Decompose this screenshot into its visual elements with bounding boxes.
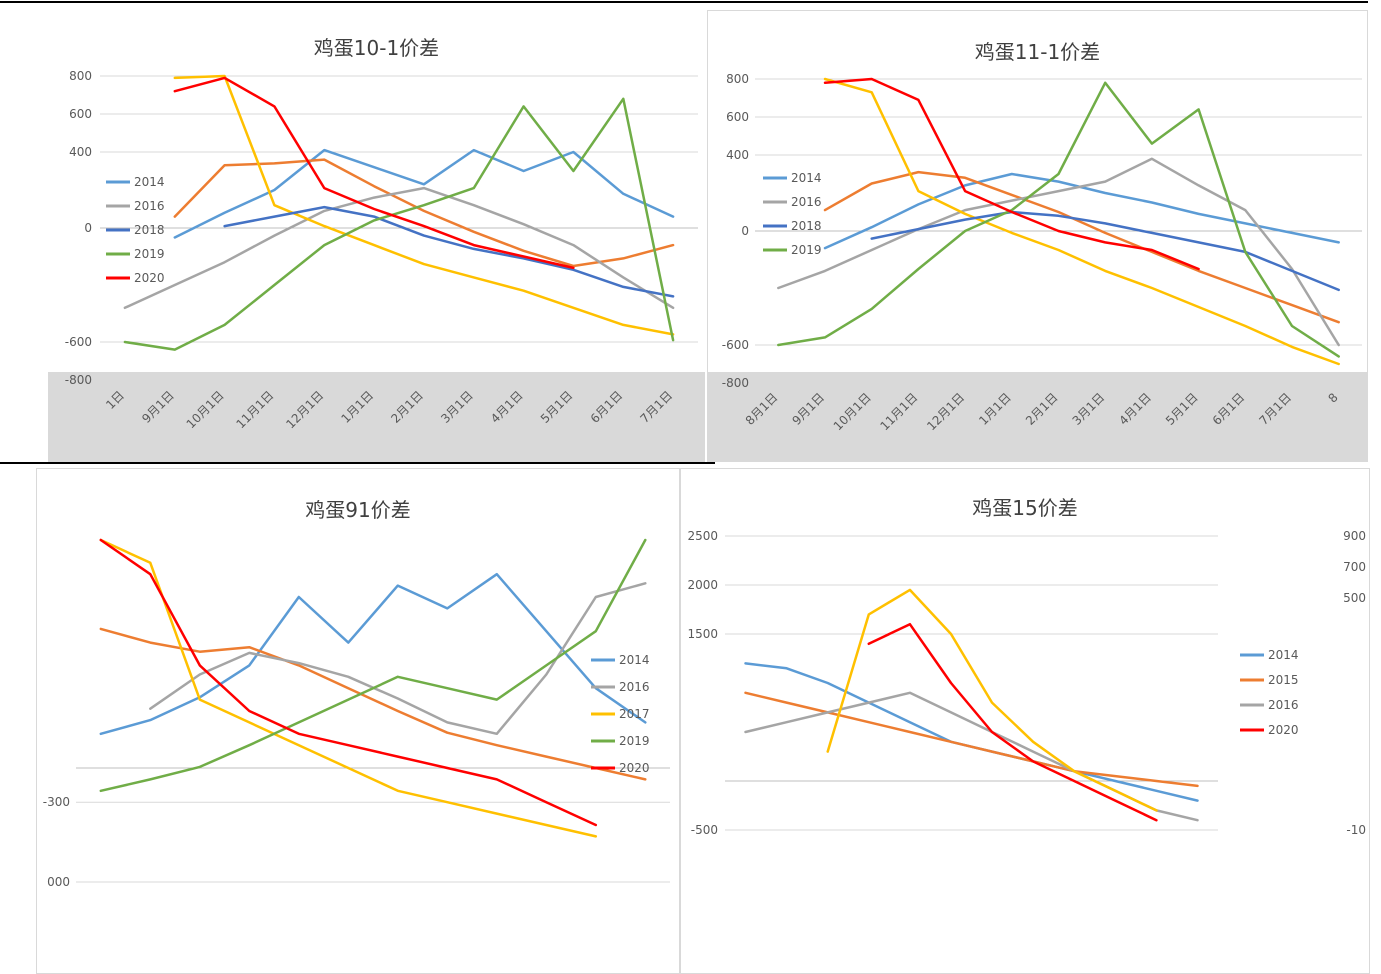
legend-label: 2014 [134, 175, 165, 189]
series-line-unlabeled-1 [823, 170, 1340, 324]
legend-label: 2019 [791, 243, 822, 257]
chart-egg-1-5-svg: 2500 2000 1500 -500 900 700 500 -10 2014 2015 2016… [680, 468, 1370, 974]
series-line-2014 [744, 662, 1199, 802]
y-tick-label: 2000 [687, 578, 718, 592]
y-tick-label: 400 [726, 148, 749, 162]
legend-item-2020: 2020 [1240, 723, 1299, 737]
chart-panel-egg-10-1: 800 600 400 0 -600 -800 1日 9月1日 10月1日 11月1日 12月1日 1… [48, 10, 705, 462]
legend-item-2016: 2016 [1240, 698, 1299, 712]
y-tick-label: 2500 [687, 529, 718, 543]
chart-border [680, 468, 1370, 974]
legend-label: 2016 [619, 680, 650, 694]
legend-item-2018: 2018 [106, 223, 165, 237]
legend-label: 2014 [791, 171, 822, 185]
top-rule [0, 1, 1368, 3]
chart-panel-egg-11-1: 800 600 400 0 -600 -800 8月1日 9月1日 10月1日 11月1日 12月1… [707, 10, 1368, 462]
legend-item-2014: 2014 [106, 175, 165, 189]
legend-item-2020: 2020 [591, 761, 650, 775]
legend-item-2020: 2020 [106, 271, 165, 285]
legend-item-2019: 2019 [591, 734, 650, 748]
legend-label: 2017 [619, 707, 650, 721]
y-tick-label: 600 [726, 110, 749, 124]
y-tick-label: -300 [43, 795, 70, 809]
series-line-2017 [99, 538, 598, 838]
y-tick-label: -600 [722, 338, 749, 352]
series-line-2019 [99, 538, 647, 793]
series-line-2014 [99, 572, 647, 736]
chart-egg-9-1-title: 鸡蛋91价差 [305, 498, 411, 522]
legend-label: 2016 [134, 199, 165, 213]
series-line-unlabeled-6 [823, 77, 1200, 271]
series-line-2016 [777, 157, 1340, 347]
legend-item-2019: 2019 [106, 247, 165, 261]
legend-item-2019: 2019 [763, 243, 822, 257]
y2-tick-label: 500 [1343, 591, 1366, 605]
y-tick-label: -800 [722, 376, 749, 390]
series-line-2019 [123, 97, 675, 351]
series-line-2020 [99, 538, 598, 827]
legend-item-2017: 2017 [591, 707, 650, 721]
series-line-unlabeled-3 [823, 77, 1340, 366]
legend-item-2018: 2018 [763, 219, 822, 233]
legend-item-2016: 2016 [763, 195, 822, 209]
chart-panel-egg-1-5: 2500 2000 1500 -500 900 700 500 -10 2014 2015 2016… [680, 468, 1370, 974]
series-line-2016 [123, 186, 675, 310]
legend-label: 2018 [791, 219, 822, 233]
y-tick-label: 1500 [687, 627, 718, 641]
legend-item-2014: 2014 [1240, 648, 1299, 662]
y2-tick-label: 700 [1343, 560, 1366, 574]
y2-tick-label: 900 [1343, 529, 1366, 543]
axis-label-band [48, 372, 705, 462]
legend-label: 2014 [619, 653, 650, 667]
series-line-2020 [867, 622, 1158, 822]
legend-item-2015: 2015 [1240, 673, 1299, 687]
legend-item-2014: 2014 [591, 653, 650, 667]
legend-item-2016: 2016 [591, 680, 650, 694]
series-line-2020 [173, 76, 575, 270]
y-tick-label: -500 [691, 823, 718, 837]
axis-label-band [707, 372, 1368, 462]
legend-label: 2014 [1268, 648, 1299, 662]
series-line-unlabeled-3 [173, 74, 675, 336]
legend-label: 2015 [1268, 673, 1299, 687]
series-line-2016 [149, 582, 647, 736]
legend-label: 2019 [134, 247, 165, 261]
legend-label: 2016 [791, 195, 822, 209]
y-tick-label: 600 [69, 107, 92, 121]
y-tick-label: 800 [69, 69, 92, 83]
y2-tick-label: -10 [1346, 823, 1366, 837]
y-tick-label: 0 [741, 224, 749, 238]
chart-egg-10-1-title: 鸡蛋10-1价差 [313, 36, 440, 60]
y-tick-label: 000 [47, 875, 70, 889]
series-line-2019 [777, 81, 1340, 358]
legend-label: 2020 [619, 761, 650, 775]
chart-egg-11-1-title: 鸡蛋11-1价差 [974, 40, 1101, 64]
legend-label: 2020 [1268, 723, 1299, 737]
y-tick-label: -600 [65, 335, 92, 349]
y-tick-label: 800 [726, 72, 749, 86]
series-line-2018 [223, 205, 675, 298]
chart-egg-1-5-title: 鸡蛋15价差 [972, 496, 1078, 520]
y-tick-label: 400 [69, 145, 92, 159]
series-line-unlabeled-3 [826, 588, 1158, 812]
y-tick-label: 0 [84, 221, 92, 235]
series-line-2018 [870, 210, 1340, 292]
legend-item-2016: 2016 [106, 199, 165, 213]
series-line-2015 [744, 691, 1199, 788]
series-line-2016 [744, 691, 1199, 822]
chart-panel-egg-9-1: -300 000 2014 2016 2017 2019 2020 鸡蛋91价差 [36, 468, 680, 974]
legend-label: 2019 [619, 734, 650, 748]
legend-item-2014: 2014 [763, 171, 822, 185]
section-divider [0, 462, 715, 464]
legend-label: 2020 [134, 271, 165, 285]
chart-border [36, 468, 680, 974]
legend-label: 2016 [1268, 698, 1299, 712]
series-line-2014 [173, 148, 675, 239]
chart-egg-9-1-svg: -300 000 2014 2016 2017 2019 2020 [36, 468, 680, 974]
y-tick-label: -800 [65, 373, 92, 387]
legend-label: 2018 [134, 223, 165, 237]
